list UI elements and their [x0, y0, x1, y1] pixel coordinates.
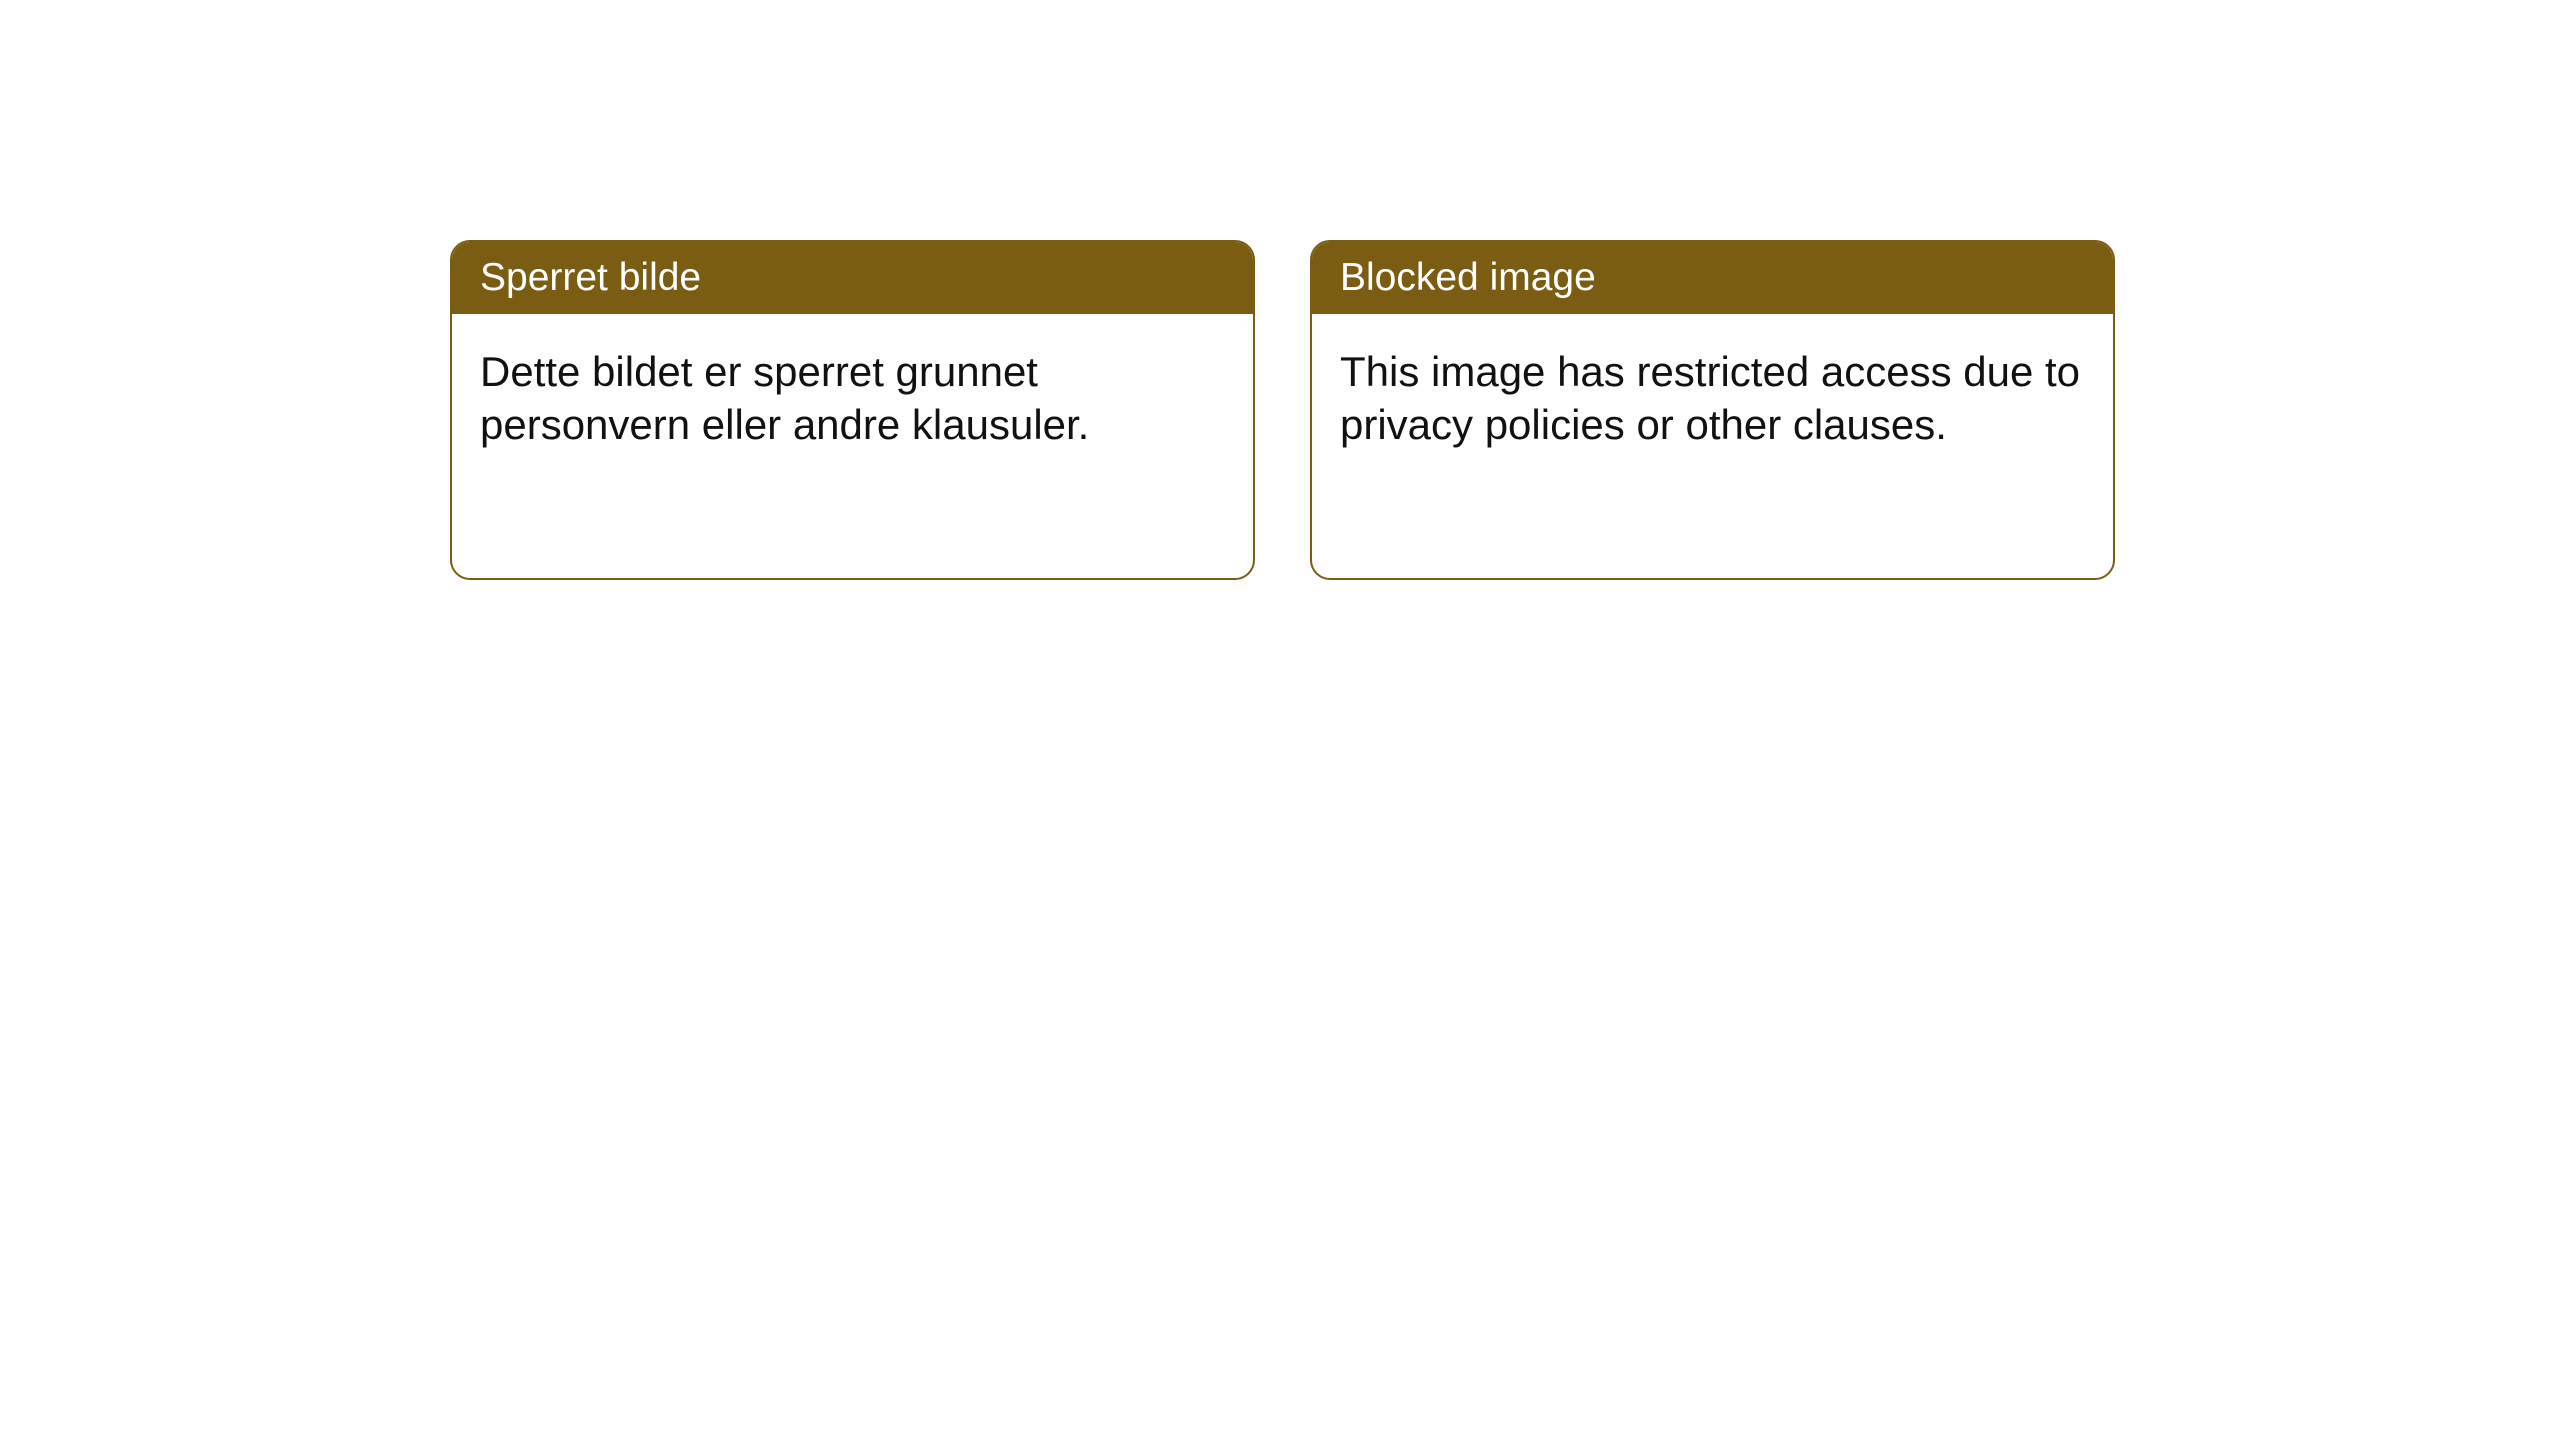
notice-container: Sperret bilde Dette bildet er sperret gr… — [0, 0, 2560, 580]
card-header: Blocked image — [1312, 242, 2113, 314]
card-header-text: Sperret bilde — [480, 256, 701, 299]
blocked-image-card-no: Sperret bilde Dette bildet er sperret gr… — [450, 240, 1255, 580]
card-body-text: This image has restricted access due to … — [1340, 346, 2085, 451]
blocked-image-card-en: Blocked image This image has restricted … — [1310, 240, 2115, 580]
card-body: This image has restricted access due to … — [1312, 314, 2113, 483]
card-body-text: Dette bildet er sperret grunnet personve… — [480, 346, 1225, 451]
card-header-text: Blocked image — [1340, 256, 1596, 299]
card-header: Sperret bilde — [452, 242, 1253, 314]
card-body: Dette bildet er sperret grunnet personve… — [452, 314, 1253, 483]
